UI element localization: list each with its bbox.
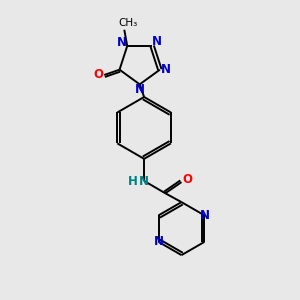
Text: O: O [182,173,192,186]
Text: N: N [135,83,145,96]
Text: O: O [93,68,103,81]
Text: N: N [117,36,127,49]
Text: N: N [152,35,162,48]
Text: H: H [128,175,138,188]
Text: N: N [200,209,209,222]
Text: N: N [154,236,164,248]
Text: N: N [161,63,171,76]
Text: CH₃: CH₃ [118,18,137,28]
Text: N: N [139,175,148,188]
